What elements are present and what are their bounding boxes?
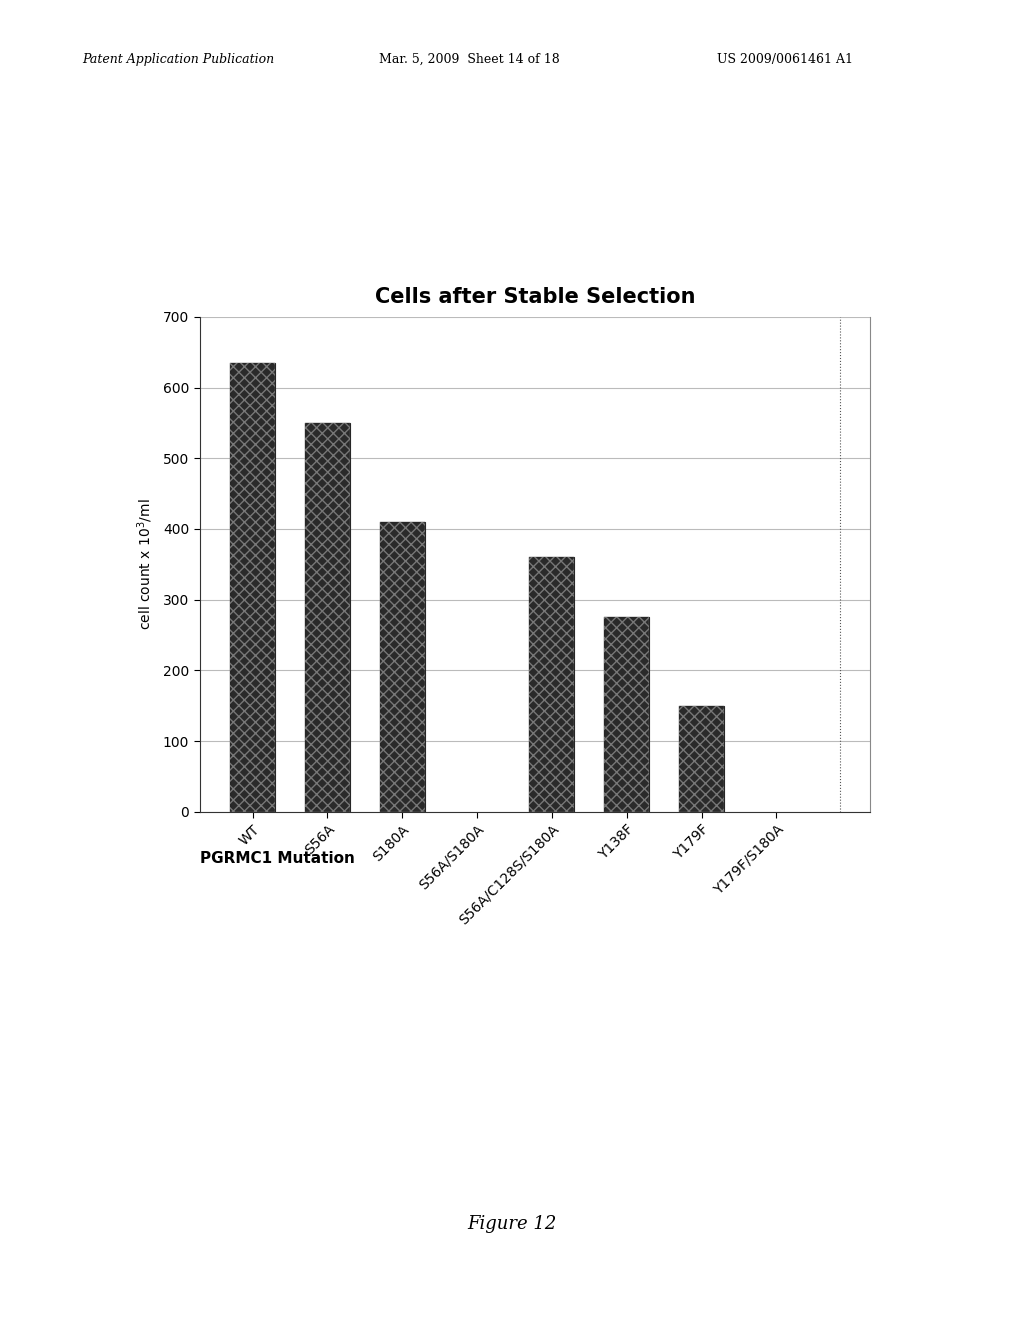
Bar [679, 706, 724, 812]
Bar [604, 618, 649, 812]
Text: Patent Application Publication: Patent Application Publication [82, 53, 274, 66]
Bar [305, 422, 350, 812]
Bar [380, 521, 425, 812]
Text: Mar. 5, 2009  Sheet 14 of 18: Mar. 5, 2009 Sheet 14 of 18 [379, 53, 560, 66]
Title: Cells after Stable Selection: Cells after Stable Selection [375, 286, 695, 308]
Text: Figure 12: Figure 12 [467, 1214, 557, 1233]
Text: US 2009/0061461 A1: US 2009/0061461 A1 [717, 53, 853, 66]
Y-axis label: cell count x 10$^{3}$/ml: cell count x 10$^{3}$/ml [135, 499, 155, 630]
Bar [604, 618, 649, 812]
Bar [529, 557, 574, 812]
Text: PGRMC1 Mutation: PGRMC1 Mutation [200, 851, 354, 866]
Bar [305, 422, 350, 812]
Bar [230, 363, 275, 812]
Bar [230, 363, 275, 812]
Bar [529, 557, 574, 812]
Bar [380, 521, 425, 812]
Bar [679, 706, 724, 812]
